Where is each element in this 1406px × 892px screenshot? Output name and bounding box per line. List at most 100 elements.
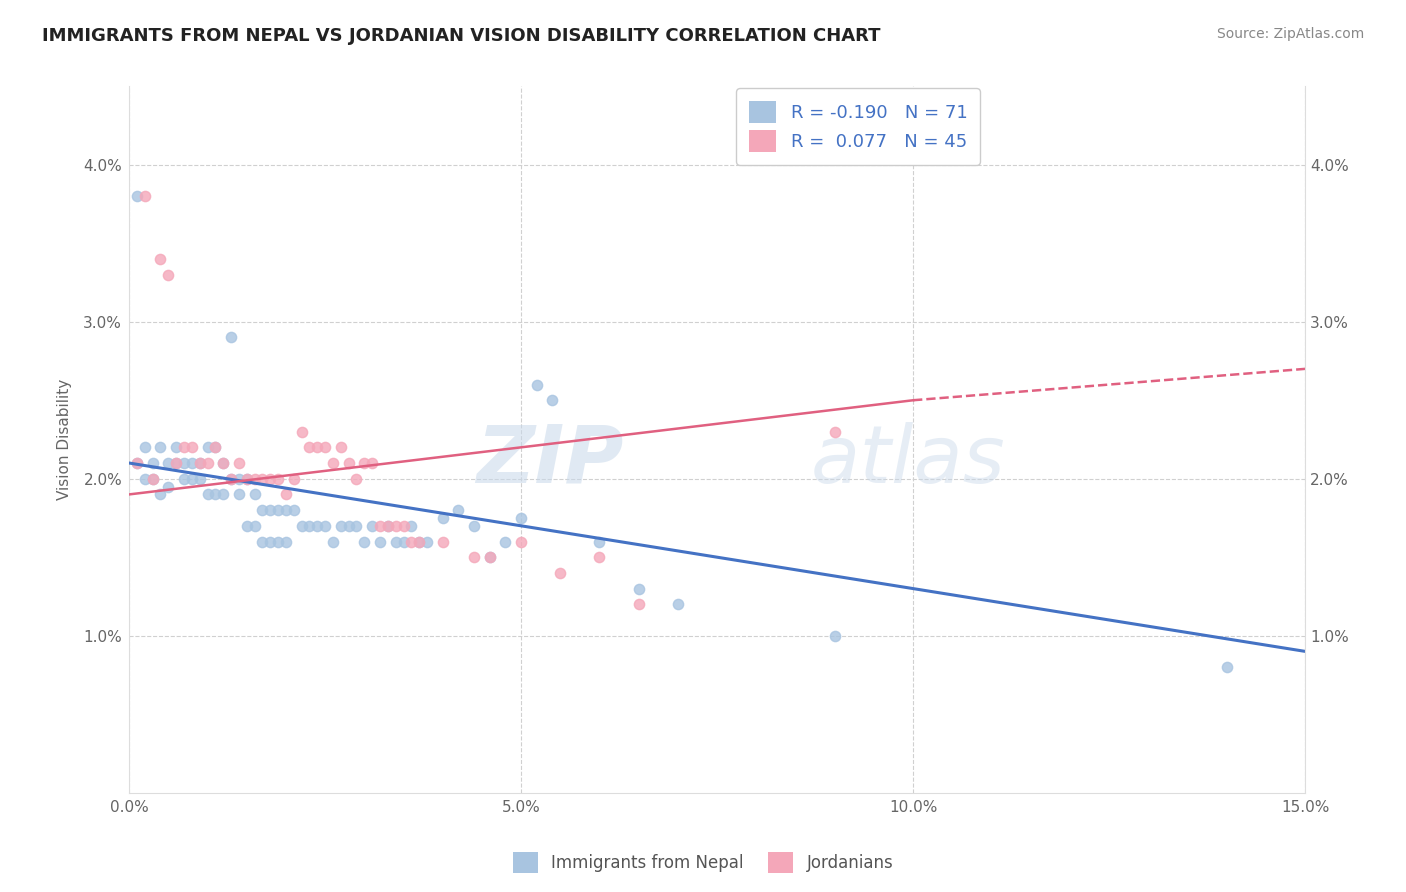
Point <box>134 189 156 203</box>
Point <box>267 472 290 486</box>
Point <box>377 518 399 533</box>
Point <box>125 456 148 470</box>
Point <box>824 629 846 643</box>
Point <box>219 330 242 344</box>
Point <box>346 518 368 533</box>
Point <box>627 597 650 611</box>
Text: Source: ZipAtlas.com: Source: ZipAtlas.com <box>1216 27 1364 41</box>
Point <box>252 503 274 517</box>
Point <box>322 534 344 549</box>
Point <box>416 534 439 549</box>
Point <box>408 534 430 549</box>
Point <box>290 425 312 439</box>
Point <box>1215 660 1237 674</box>
Legend: R = -0.190   N = 71, R =  0.077   N = 45: R = -0.190 N = 71, R = 0.077 N = 45 <box>737 88 980 165</box>
Point <box>432 534 454 549</box>
Point <box>180 456 202 470</box>
Point <box>157 268 180 282</box>
Point <box>432 511 454 525</box>
Point <box>361 456 384 470</box>
Point <box>259 472 281 486</box>
Point <box>212 456 235 470</box>
Point <box>243 472 266 486</box>
Point <box>204 440 226 454</box>
Point <box>219 472 242 486</box>
Point <box>228 487 250 501</box>
Legend: Immigrants from Nepal, Jordanians: Immigrants from Nepal, Jordanians <box>506 846 900 880</box>
Point <box>165 440 187 454</box>
Point <box>219 472 242 486</box>
Point <box>322 456 344 470</box>
Point <box>252 472 274 486</box>
Point <box>283 503 305 517</box>
Point <box>298 440 321 454</box>
Point <box>204 440 226 454</box>
Point <box>824 425 846 439</box>
Point <box>212 456 235 470</box>
Point <box>346 472 368 486</box>
Point <box>259 503 281 517</box>
Point <box>188 472 211 486</box>
Point <box>314 518 336 533</box>
Point <box>290 518 312 533</box>
Point <box>149 440 172 454</box>
Point <box>197 487 219 501</box>
Point <box>353 534 375 549</box>
Point <box>463 550 485 565</box>
Point <box>283 472 305 486</box>
Point <box>180 472 202 486</box>
Point <box>125 189 148 203</box>
Point <box>384 518 406 533</box>
Text: IMMIGRANTS FROM NEPAL VS JORDANIAN VISION DISABILITY CORRELATION CHART: IMMIGRANTS FROM NEPAL VS JORDANIAN VISIO… <box>42 27 880 45</box>
Point <box>157 456 180 470</box>
Point <box>392 534 415 549</box>
Point <box>149 252 172 266</box>
Point <box>125 456 148 470</box>
Point <box>173 456 195 470</box>
Point <box>666 597 689 611</box>
Point <box>274 534 297 549</box>
Point <box>180 440 202 454</box>
Point <box>274 503 297 517</box>
Point <box>329 440 352 454</box>
Point <box>267 503 290 517</box>
Text: ZIP: ZIP <box>475 422 623 500</box>
Point <box>204 487 226 501</box>
Point <box>173 472 195 486</box>
Point <box>134 472 156 486</box>
Point <box>588 550 610 565</box>
Point <box>384 534 406 549</box>
Point <box>142 456 165 470</box>
Point <box>228 472 250 486</box>
Point <box>298 518 321 533</box>
Point <box>307 440 329 454</box>
Point <box>526 377 548 392</box>
Point <box>314 440 336 454</box>
Point <box>401 534 423 549</box>
Point <box>212 487 235 501</box>
Point <box>361 518 384 533</box>
Point <box>307 518 329 533</box>
Point <box>494 534 516 549</box>
Point <box>337 518 360 533</box>
Point <box>274 487 297 501</box>
Point <box>337 456 360 470</box>
Point <box>392 518 415 533</box>
Point <box>447 503 470 517</box>
Point <box>252 534 274 549</box>
Point <box>188 456 211 470</box>
Point <box>478 550 501 565</box>
Point <box>627 582 650 596</box>
Point <box>259 534 281 549</box>
Point <box>197 440 219 454</box>
Point <box>197 456 219 470</box>
Point <box>243 487 266 501</box>
Point <box>541 393 564 408</box>
Point <box>550 566 572 580</box>
Point <box>173 440 195 454</box>
Point <box>353 456 375 470</box>
Point <box>377 518 399 533</box>
Point <box>235 472 257 486</box>
Point <box>329 518 352 533</box>
Text: atlas: atlas <box>811 422 1005 500</box>
